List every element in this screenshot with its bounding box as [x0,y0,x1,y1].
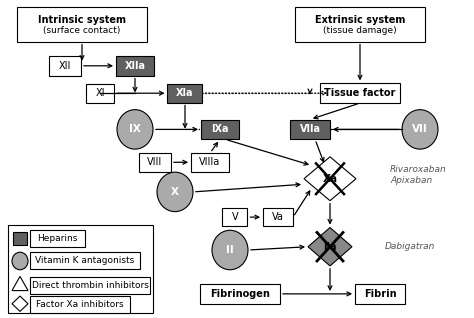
Bar [320,83,400,103]
Circle shape [402,110,438,149]
Bar [86,84,114,102]
Text: VIIIa: VIIIa [200,157,220,167]
Bar [30,230,85,247]
Text: Factor Xa inhibitors: Factor Xa inhibitors [36,300,124,309]
Bar [263,208,293,226]
Bar [295,7,425,42]
Bar [201,120,239,139]
Circle shape [12,252,28,270]
Text: Dabigatran: Dabigatran [385,242,436,251]
Bar [290,120,330,139]
Text: V: V [232,212,238,222]
Text: VIIa: VIIa [300,124,320,135]
Bar [49,56,81,76]
Text: (surface contact): (surface contact) [43,26,121,35]
Text: Va: Va [272,212,284,222]
Text: IXa: IXa [211,124,229,135]
Circle shape [117,110,153,149]
Text: XI: XI [95,88,105,98]
Polygon shape [12,296,28,311]
Bar [30,277,150,294]
Circle shape [157,172,193,212]
Text: II: II [226,245,234,255]
Text: Fibrin: Fibrin [364,289,396,299]
Text: X: X [171,187,179,197]
Text: XIIa: XIIa [125,61,146,71]
Text: IIa: IIa [323,242,337,252]
Text: XIa: XIa [176,88,194,98]
Polygon shape [304,157,356,201]
Bar [200,284,280,304]
Text: VIII: VIII [147,157,163,167]
Bar [17,7,147,42]
Bar [191,153,229,172]
Polygon shape [308,228,352,266]
Text: Direct thrombin inhibitors: Direct thrombin inhibitors [32,281,148,290]
Text: Extrinsic system: Extrinsic system [315,15,405,25]
Bar [355,284,405,304]
Bar [116,56,154,76]
Text: Rivaroxaban
Apixaban: Rivaroxaban Apixaban [390,165,447,185]
Text: Xa: Xa [322,174,337,184]
Bar [222,208,247,226]
Text: IX: IX [129,124,141,135]
Circle shape [212,230,248,270]
Text: Heparins: Heparins [37,234,77,243]
Text: Intrinsic system: Intrinsic system [38,15,126,25]
Polygon shape [12,276,28,291]
Text: Vitamin K antagonists: Vitamin K antagonists [36,256,135,265]
Text: VII: VII [412,124,428,135]
Text: Tissue factor: Tissue factor [324,88,396,98]
Bar [30,296,130,313]
Bar [13,232,27,245]
Bar [139,153,171,172]
Bar [167,84,202,102]
Text: XII: XII [59,61,71,71]
Text: Fibrinogen: Fibrinogen [210,289,270,299]
Text: (tissue damage): (tissue damage) [323,26,397,35]
Bar [8,225,153,313]
Bar [30,252,140,269]
